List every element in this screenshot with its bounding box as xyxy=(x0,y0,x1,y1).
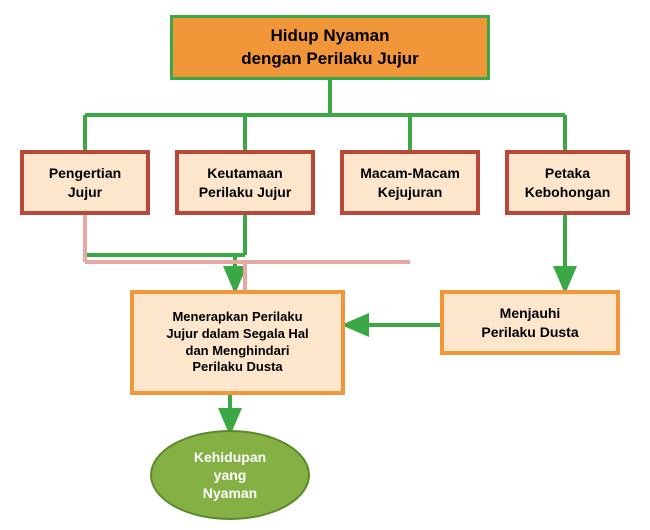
node-avoid: MenjauhiPerilaku Dusta xyxy=(440,290,620,355)
node-label: Hidup Nyamandengan Perilaku Jujur xyxy=(241,25,419,69)
node-label: Macam-MacamKejujuran xyxy=(360,164,460,200)
node-label: KehidupanyangNyaman xyxy=(194,448,266,503)
node-r1: PengertianJujur xyxy=(20,150,150,215)
node-label: Menerapkan PerilakuJujur dalam Segala Ha… xyxy=(166,309,308,377)
node-label: PengertianJujur xyxy=(49,164,121,200)
node-title: Hidup Nyamandengan Perilaku Jujur xyxy=(170,15,490,80)
node-result: KehidupanyangNyaman xyxy=(150,430,310,520)
node-label: PetakaKebohongan xyxy=(525,164,611,200)
node-r3: Macam-MacamKejujuran xyxy=(340,150,480,215)
node-r4: PetakaKebohongan xyxy=(505,150,630,215)
node-apply: Menerapkan PerilakuJujur dalam Segala Ha… xyxy=(130,290,345,395)
node-r2: KeutamaanPerilaku Jujur xyxy=(175,150,315,215)
node-label: MenjauhiPerilaku Dusta xyxy=(481,304,578,340)
node-label: KeutamaanPerilaku Jujur xyxy=(199,164,292,200)
